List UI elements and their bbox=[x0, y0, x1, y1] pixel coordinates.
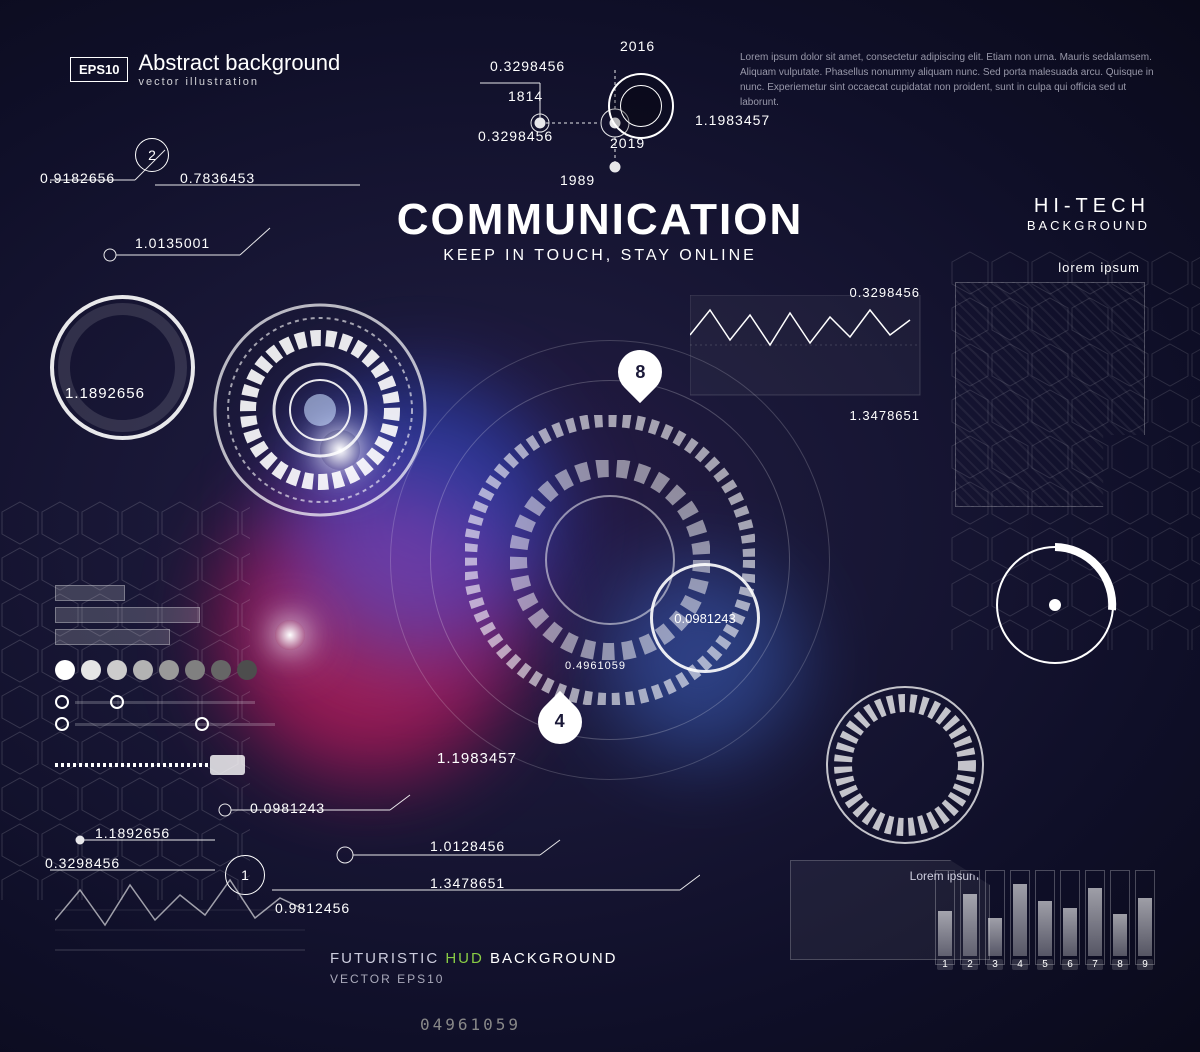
bar-group bbox=[55, 585, 200, 651]
eq-bar: 8 bbox=[1110, 870, 1130, 970]
palette-dot bbox=[159, 660, 179, 680]
top-val: 1.1983457 bbox=[695, 112, 770, 128]
top-val: 1814 bbox=[508, 88, 543, 104]
small-ring bbox=[620, 85, 662, 127]
palette-dot bbox=[185, 660, 205, 680]
eq-bar: 3 bbox=[985, 870, 1005, 970]
palette-dot bbox=[81, 660, 101, 680]
eps-badge: EPS10 bbox=[70, 57, 128, 82]
footer-title: FUTURISTIC HUD BACKGROUND bbox=[330, 950, 618, 967]
bottom-val: 1.3478651 bbox=[430, 875, 505, 891]
progress-bar bbox=[55, 585, 125, 601]
header-title: Abstract background bbox=[138, 50, 340, 76]
hud-ring-left-inner bbox=[58, 303, 187, 432]
top-val: 0.3298456 bbox=[490, 58, 565, 74]
hitech-label: HI-TECH BACKGROUND bbox=[1027, 195, 1150, 233]
top-val: 0.3298456 bbox=[478, 128, 553, 144]
eq-bar: 4 bbox=[1010, 870, 1030, 970]
right-val: 0.3298456 bbox=[850, 285, 920, 300]
right-val: 1.3478651 bbox=[850, 408, 920, 423]
top-val: 1989 bbox=[560, 172, 595, 188]
bottom-val: 1.0128456 bbox=[430, 838, 505, 854]
slider bbox=[55, 717, 275, 731]
slider-dashed bbox=[55, 755, 245, 775]
bottom-val: 1.1892656 bbox=[95, 825, 170, 841]
bottom-val: 0.3298456 bbox=[45, 855, 120, 871]
waveform-chart-bottom bbox=[55, 870, 305, 960]
left-val: 0.9182656 bbox=[40, 170, 115, 186]
footer-sub: VECTOR EPS10 bbox=[330, 972, 444, 986]
dot-palette bbox=[55, 660, 257, 680]
eq-bar: 6 bbox=[1060, 870, 1080, 970]
main-subtitle: KEEP IN TOUCH, STAY ONLINE bbox=[397, 247, 803, 265]
palette-dot bbox=[107, 660, 127, 680]
image-id: 04961059 bbox=[420, 1015, 521, 1034]
hitech-line1: HI-TECH bbox=[1027, 195, 1150, 218]
bottom-val: 0.0981243 bbox=[250, 800, 325, 816]
progress-bar bbox=[55, 607, 200, 623]
palette-dot bbox=[237, 660, 257, 680]
center-val: 1.1983457 bbox=[437, 750, 517, 767]
palette-dot bbox=[211, 660, 231, 680]
readout-circle: 0.0981243 bbox=[650, 563, 760, 673]
lens-flare bbox=[275, 620, 305, 650]
slider-group bbox=[55, 695, 275, 739]
dashed-gauge bbox=[820, 680, 990, 850]
left-val: 1.0135001 bbox=[135, 235, 210, 251]
center-val: 0.4961059 bbox=[565, 660, 626, 672]
progress-bar bbox=[55, 629, 170, 645]
eq-bar: 9 bbox=[1135, 870, 1155, 970]
eq-bar: 7 bbox=[1085, 870, 1105, 970]
hitech-line2: BACKGROUND bbox=[1027, 218, 1150, 233]
eq-bar: 1 bbox=[935, 870, 955, 970]
title-block: EPS10 Abstract background vector illustr… bbox=[70, 50, 340, 88]
num-circle-2: 2 bbox=[135, 138, 169, 172]
equalizer: 123456789 bbox=[935, 870, 1155, 970]
gauge-circle bbox=[990, 540, 1120, 670]
eq-bar: 2 bbox=[960, 870, 980, 970]
slider bbox=[55, 695, 275, 709]
top-val: 2016 bbox=[620, 38, 655, 54]
left-val: 0.7836453 bbox=[180, 170, 255, 186]
palette-dot bbox=[55, 660, 75, 680]
palette-dot bbox=[133, 660, 153, 680]
left-val: 1.1892656 bbox=[65, 385, 145, 402]
main-title-block: COMMUNICATION KEEP IN TOUCH, STAY ONLINE bbox=[397, 195, 803, 265]
eq-bar: 5 bbox=[1035, 870, 1055, 970]
waveform-chart-right bbox=[690, 295, 930, 405]
right-label: lorem ipsum bbox=[1058, 260, 1140, 275]
tech-circle bbox=[210, 300, 430, 520]
header-subtitle: vector illustration bbox=[138, 76, 340, 88]
